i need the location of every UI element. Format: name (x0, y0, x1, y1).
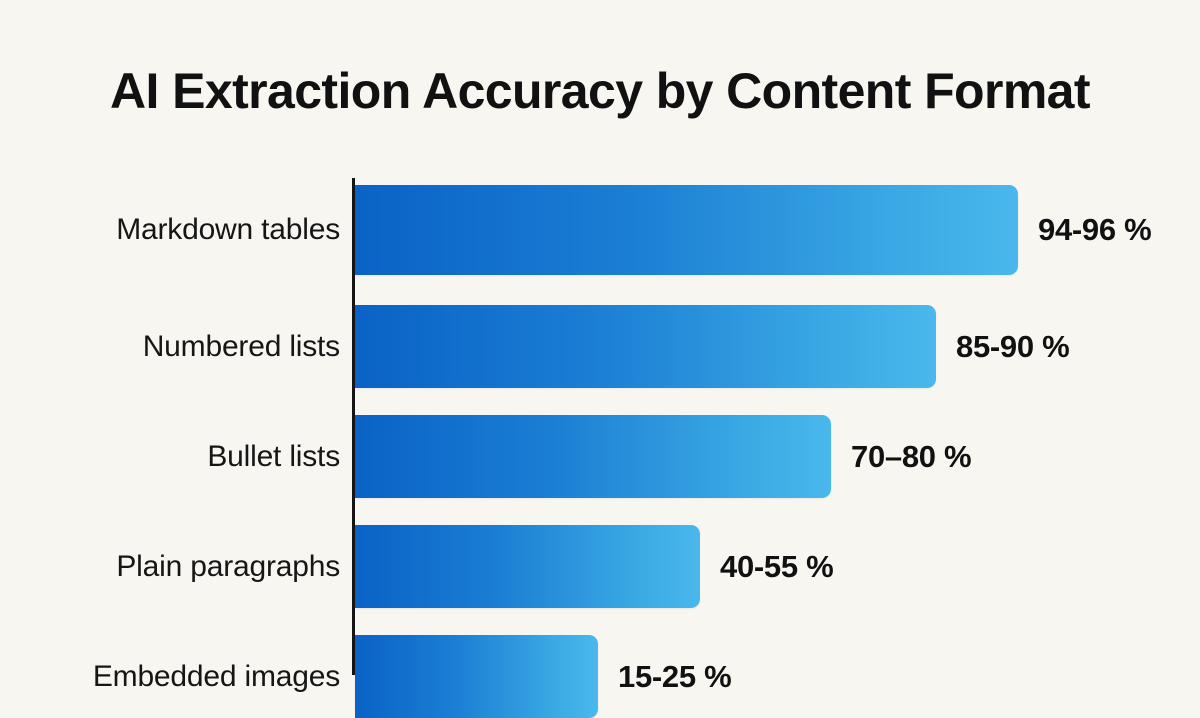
bar-row: Bullet lists 70–80 % (0, 415, 1200, 498)
bar-value-label: 85-90 % (956, 328, 1070, 364)
bar-segment (355, 305, 936, 388)
bar-segment (355, 525, 700, 608)
category-label: Embedded images (92, 659, 340, 693)
bar-value-label: 15-25 % (618, 658, 732, 694)
bar-row: Embedded images 15-25 % (0, 635, 1200, 718)
plot-area: Markdown tables 94-96 % Numbered lists 8… (0, 178, 1200, 718)
bar-segment (355, 635, 598, 718)
bar-segment (355, 185, 1018, 275)
category-label: Markdown tables (116, 213, 340, 246)
bar-row: Numbered lists 85-90 % (0, 305, 1200, 388)
category-label: Numbered lists (142, 329, 340, 363)
bar-segment (355, 415, 831, 498)
y-axis-line (352, 178, 355, 675)
category-label: Plain paragraphs (116, 549, 340, 583)
bar-value-label: 94-96 % (1038, 212, 1152, 247)
bar-value-label: 70–80 % (851, 438, 972, 474)
page-title: AI Extraction Accuracy by Content Format (110, 63, 1091, 119)
bar-row: Markdown tables 94-96 % (0, 185, 1200, 275)
category-label: Bullet lists (207, 439, 340, 473)
chart-figure: AI Extraction Accuracy by Content Format… (0, 63, 1200, 718)
bar-value-label: 40-55 % (720, 548, 834, 584)
bar-row: Plain paragraphs 40-55 % (0, 525, 1200, 608)
